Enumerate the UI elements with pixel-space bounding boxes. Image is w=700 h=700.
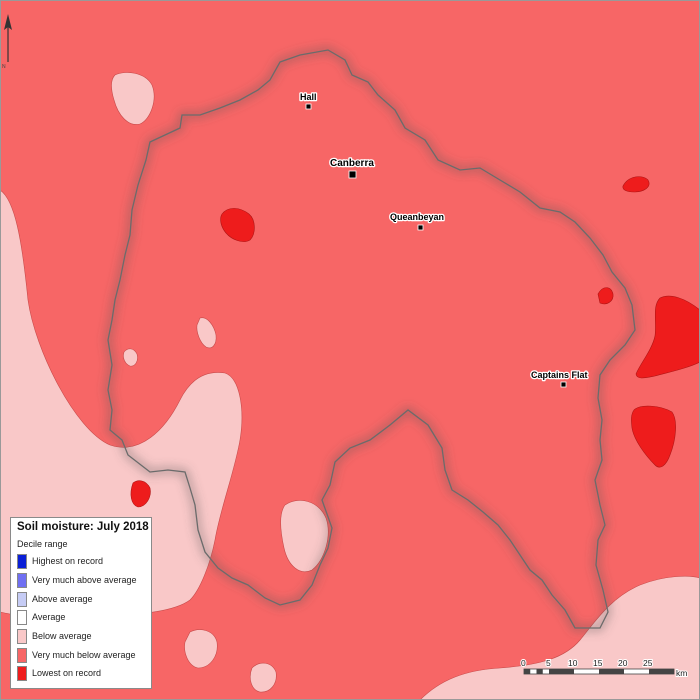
- town-marker: [417, 224, 424, 231]
- legend-label: Highest on record: [32, 556, 104, 566]
- legend-swatch: [17, 629, 27, 644]
- below-average-blob-south: [249, 662, 277, 693]
- town-hall: Hall: [299, 91, 318, 110]
- north-arrow-icon: [4, 14, 12, 30]
- north-arrow: N: [2, 14, 12, 70]
- town-marker: [305, 103, 312, 110]
- lowest-on-record-blob-south-east: [631, 405, 676, 468]
- scale-tick-label: 5: [546, 658, 551, 668]
- legend-item-lowest-on-record: Lowest on record: [17, 666, 151, 682]
- below-average-north-blob: [111, 72, 155, 125]
- catchment-boundary-line: [107, 49, 636, 629]
- lowest-on-record-blob-east-small: [597, 287, 614, 305]
- scale-tick-label: 10: [568, 658, 578, 668]
- below-average-blob-west: [123, 348, 138, 367]
- legend-label: Average: [32, 612, 66, 622]
- legend-label: Very much below average: [32, 650, 136, 660]
- legend-item-very-much-below-average: Very much below average: [17, 648, 151, 664]
- legend-item-average: Average: [17, 610, 151, 626]
- scale-tick-label: 20: [618, 658, 628, 668]
- scale-tick-label: 0: [521, 658, 526, 668]
- below-average-blob-south-west: [184, 629, 218, 669]
- lowest-on-record-blob-west: [220, 208, 255, 242]
- lowest-on-record-regions: [130, 176, 700, 508]
- legend-swatch: [17, 592, 27, 607]
- town-label: Hall: [300, 92, 317, 102]
- scale-bar: 0 5 10 15 20 25 km: [520, 657, 688, 679]
- lowest-on-record-blob-south-west: [130, 480, 151, 508]
- legend-swatch: [17, 648, 27, 663]
- legend-label: Above average: [32, 594, 93, 604]
- town-marker: [560, 381, 567, 388]
- legend-item-highest-on-record: Highest on record: [17, 554, 151, 570]
- legend-swatch: [17, 610, 27, 625]
- town-captains-flat: Captains Flat: [530, 369, 589, 388]
- legend-item-above-average: Above average: [17, 592, 151, 608]
- town-marker: [348, 170, 357, 179]
- catchment-boundary: [105, 47, 638, 631]
- legend-item-below-average: Below average: [17, 629, 151, 645]
- legend-label: Below average: [32, 631, 92, 641]
- legend-subtitle: Decile range: [17, 539, 68, 549]
- map-title: Soil moisture: July 2018: [17, 521, 149, 533]
- scale-unit-label: km: [676, 668, 687, 678]
- lowest-on-record-blob-north-east: [622, 176, 650, 193]
- legend-item-very-much-above-average: Very much above average: [17, 573, 151, 589]
- town-canberra: Canberra: [329, 157, 376, 179]
- scale-tick-label: 15: [593, 658, 603, 668]
- legend-swatch: [17, 573, 27, 588]
- north-arrow-label: N: [2, 64, 6, 70]
- legend-swatch: [17, 666, 27, 681]
- town-label: Queanbeyan: [390, 212, 444, 222]
- legend-swatch: [17, 554, 27, 569]
- scale-tick-label: 25: [643, 658, 653, 668]
- below-average-blob-center-west: [196, 317, 217, 349]
- town-label: Canberra: [330, 158, 374, 169]
- lowest-on-record-blob-east: [635, 295, 700, 379]
- town-queanbeyan: Queanbeyan: [389, 211, 445, 231]
- below-average-south-blob: [280, 500, 329, 572]
- legend-label: Very much above average: [32, 575, 137, 585]
- legend-label: Lowest on record: [32, 668, 102, 678]
- map-legend: Soil moisture: July 2018 Decile range Hi…: [10, 517, 152, 689]
- town-label: Captains Flat: [531, 370, 588, 380]
